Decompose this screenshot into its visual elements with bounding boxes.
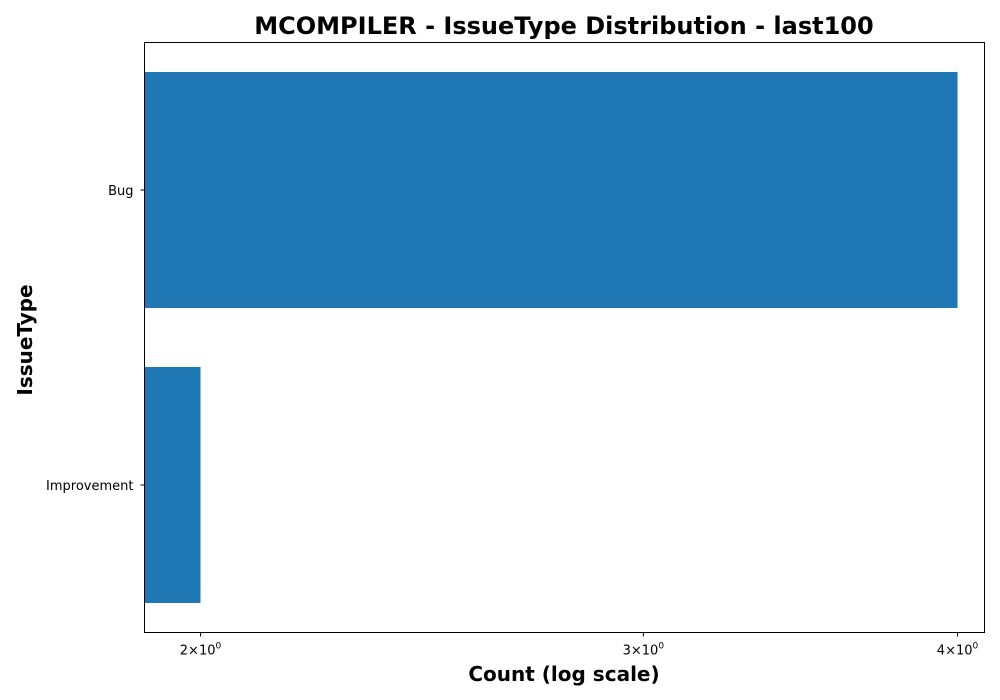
bar-bug — [144, 72, 958, 308]
x-tick-label: 2×100 — [180, 642, 222, 659]
bar-improvement — [144, 367, 201, 603]
x-tick-label: 4×100 — [937, 642, 979, 659]
y-axis-ticks: Bug Improvement — [46, 184, 145, 494]
chart-title: MCOMPILER - IssueType Distribution - las… — [254, 12, 873, 40]
x-tick-label: 3×100 — [623, 642, 665, 659]
y-tick-label: Bug — [108, 184, 133, 199]
x-axis-label: Count (log scale) — [468, 662, 659, 686]
y-tick-label: Improvement — [46, 479, 133, 494]
y-axis-label: IssueType — [13, 284, 37, 395]
x-axis-ticks: 2×100 3×100 4×100 — [180, 632, 979, 659]
bars-group — [144, 72, 958, 603]
plot-frame — [144, 42, 985, 633]
